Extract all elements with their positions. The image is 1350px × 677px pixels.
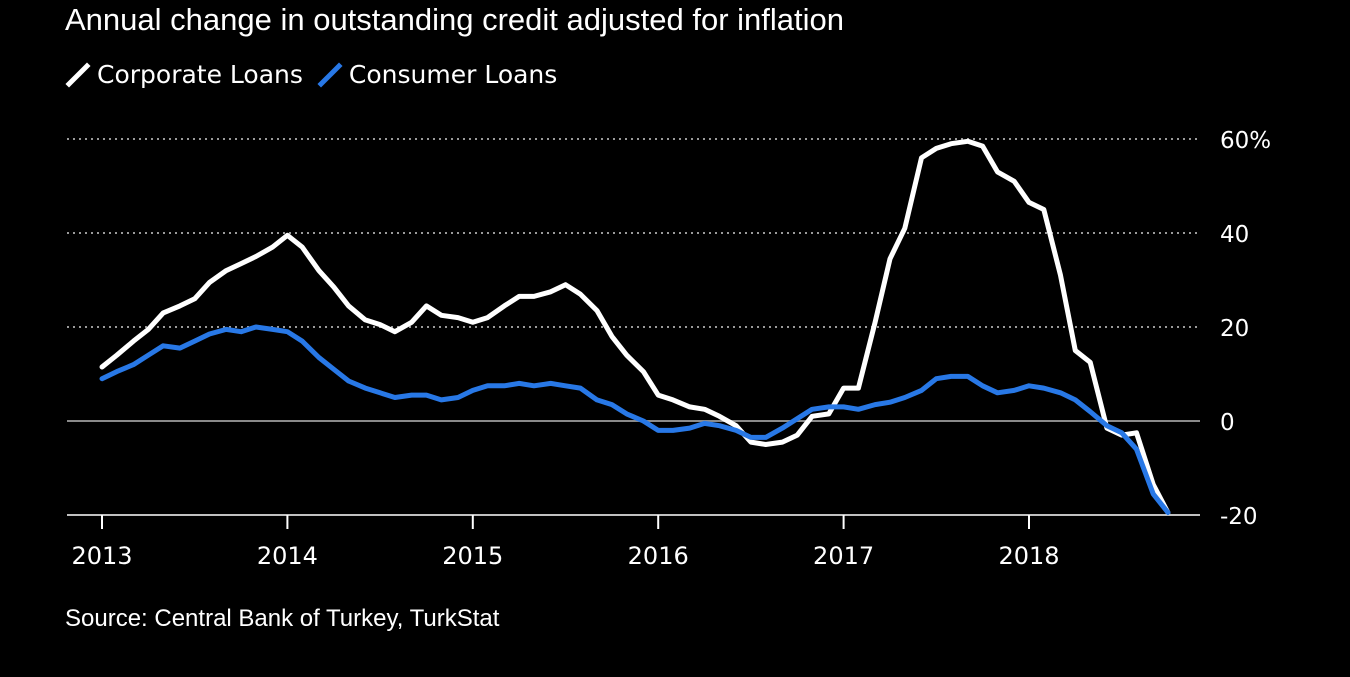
chart-title: Annual change in outstanding credit adju… bbox=[65, 2, 844, 37]
y-axis-labels: 60% 40 20 0 -20 bbox=[1220, 128, 1271, 530]
y-tick-label: 20 bbox=[1220, 316, 1249, 342]
x-tick-label: 2015 bbox=[442, 542, 503, 570]
x-tick-label: 2016 bbox=[628, 542, 689, 570]
x-tick-label: 2018 bbox=[998, 542, 1059, 570]
x-tick-label: 2013 bbox=[71, 542, 132, 570]
x-tick-label: 2014 bbox=[257, 542, 318, 570]
y-tick-label: -20 bbox=[1220, 504, 1258, 530]
series-line-consumer-loans bbox=[99, 324, 1171, 516]
y-tick-label: 40 bbox=[1220, 222, 1249, 248]
series-lines bbox=[99, 138, 1171, 516]
legend: Corporate Loans Consumer Loans bbox=[65, 60, 571, 89]
x-axis: 2013 2014 2015 2016 2017 2018 bbox=[71, 515, 1060, 570]
legend-item-corporate: Corporate Loans bbox=[65, 60, 303, 89]
series-line-corporate-loans bbox=[99, 138, 1171, 516]
legend-swatch-consumer-icon bbox=[317, 61, 343, 88]
legend-item-consumer: Consumer Loans bbox=[317, 60, 557, 89]
x-tick-label: 2017 bbox=[813, 542, 874, 570]
legend-swatch-corporate-icon bbox=[65, 61, 91, 88]
y-tick-label: 60% bbox=[1220, 128, 1271, 154]
source-note: Source: Central Bank of Turkey, TurkStat bbox=[65, 605, 500, 632]
legend-label-corporate: Corporate Loans bbox=[97, 60, 303, 89]
legend-label-consumer: Consumer Loans bbox=[348, 60, 558, 89]
y-tick-label: 0 bbox=[1220, 410, 1235, 436]
grid bbox=[67, 138, 1200, 516]
